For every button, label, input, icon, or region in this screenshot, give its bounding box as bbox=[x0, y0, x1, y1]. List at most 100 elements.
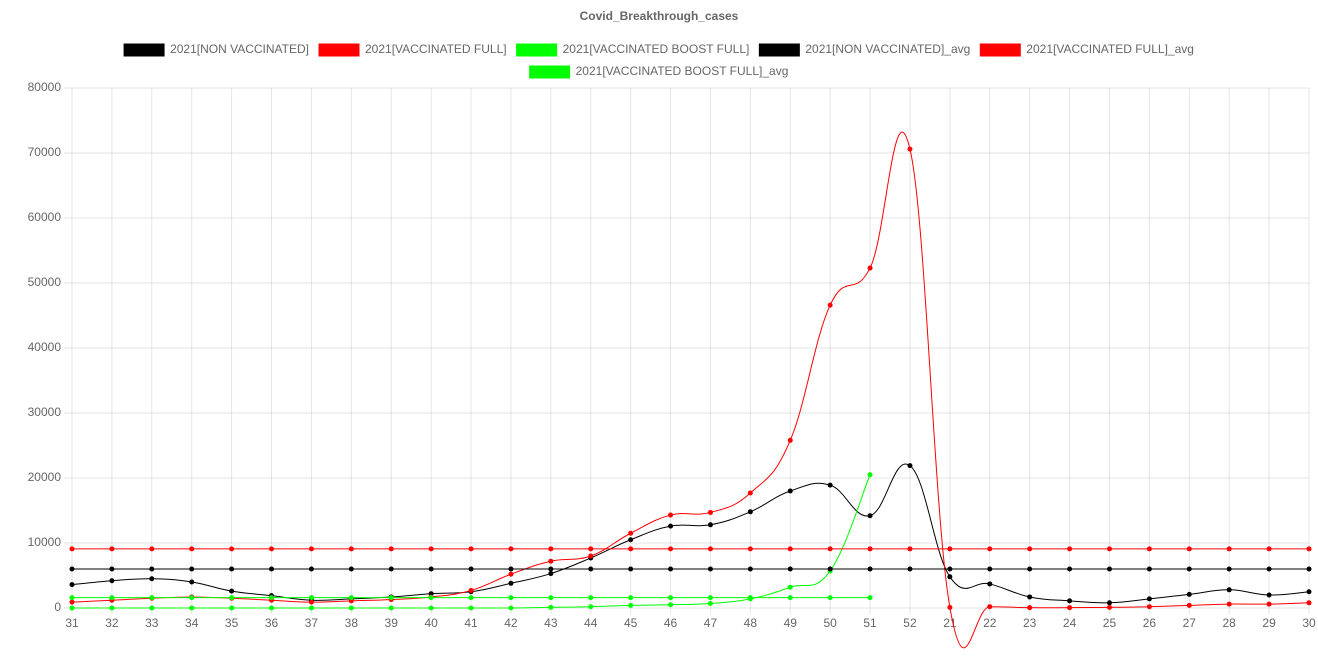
data-point bbox=[189, 579, 195, 585]
series-line bbox=[71, 131, 1310, 649]
data-point bbox=[149, 605, 155, 611]
x-tick-label: 40 bbox=[424, 616, 438, 630]
data-point bbox=[668, 523, 674, 529]
x-tick-label: 37 bbox=[305, 616, 319, 630]
data-point bbox=[229, 566, 235, 572]
legend-swatch bbox=[123, 43, 165, 57]
data-point bbox=[269, 595, 275, 601]
data-point bbox=[987, 604, 993, 610]
data-point bbox=[1306, 566, 1312, 572]
data-point bbox=[707, 522, 713, 528]
x-tick-label: 30 bbox=[1302, 616, 1316, 630]
y-tick-label: 20000 bbox=[28, 470, 62, 484]
data-point bbox=[588, 595, 594, 601]
data-point bbox=[109, 546, 115, 552]
data-point bbox=[1226, 566, 1232, 572]
x-tick-label: 47 bbox=[704, 616, 718, 630]
data-point bbox=[189, 546, 195, 552]
data-point bbox=[588, 566, 594, 572]
data-point bbox=[707, 600, 713, 606]
data-point bbox=[907, 566, 913, 572]
data-point bbox=[229, 546, 235, 552]
data-point bbox=[548, 558, 554, 564]
x-tick-label: 24 bbox=[1063, 616, 1077, 630]
data-point bbox=[947, 604, 953, 610]
data-point bbox=[1266, 546, 1272, 552]
legend-swatch bbox=[529, 65, 571, 79]
data-point bbox=[1226, 587, 1232, 593]
data-point bbox=[388, 546, 394, 552]
legend-label: 2021[VACCINATED BOOST FULL]_avg bbox=[576, 64, 789, 78]
y-tick-label: 70000 bbox=[28, 145, 62, 159]
data-point bbox=[628, 602, 634, 608]
data-point bbox=[668, 595, 674, 601]
data-point bbox=[628, 530, 634, 536]
data-point bbox=[1186, 602, 1192, 608]
data-point bbox=[69, 566, 75, 572]
data-point bbox=[308, 599, 314, 605]
data-point bbox=[1306, 546, 1312, 552]
y-tick-label: 50000 bbox=[28, 275, 62, 289]
data-point bbox=[707, 566, 713, 572]
data-point bbox=[628, 546, 634, 552]
data-point bbox=[1106, 604, 1112, 610]
data-point bbox=[189, 566, 195, 572]
data-point bbox=[987, 581, 993, 587]
data-point bbox=[69, 582, 75, 588]
x-tick-label: 46 bbox=[664, 616, 678, 630]
data-point bbox=[668, 602, 674, 608]
data-point bbox=[548, 604, 554, 610]
data-point bbox=[428, 605, 434, 611]
data-point bbox=[149, 576, 155, 582]
data-point bbox=[1027, 566, 1033, 572]
data-point bbox=[189, 595, 195, 601]
data-point bbox=[1306, 589, 1312, 595]
data-point bbox=[109, 578, 115, 584]
legend-item: 2021[VACCINATED BOOST FULL]_avg bbox=[529, 64, 789, 79]
y-tick-label: 30000 bbox=[28, 405, 62, 419]
data-point bbox=[308, 595, 314, 601]
data-point bbox=[348, 595, 354, 601]
legend-label: 2021[NON VACCINATED] bbox=[170, 42, 309, 56]
data-point bbox=[827, 482, 833, 488]
data-point bbox=[827, 566, 833, 572]
x-tick-label: 25 bbox=[1103, 616, 1117, 630]
data-point bbox=[348, 546, 354, 552]
legend-item: 2021[VACCINATED FULL]_avg bbox=[979, 42, 1194, 57]
data-point bbox=[69, 595, 75, 601]
data-point bbox=[747, 546, 753, 552]
data-point bbox=[229, 605, 235, 611]
data-point bbox=[308, 566, 314, 572]
data-point bbox=[1106, 546, 1112, 552]
legend-label: 2021[NON VACCINATED]_avg bbox=[805, 42, 970, 56]
x-tick-label: 36 bbox=[265, 616, 279, 630]
data-point bbox=[109, 595, 115, 601]
data-point bbox=[1027, 594, 1033, 600]
data-point bbox=[348, 605, 354, 611]
x-tick-label: 41 bbox=[464, 616, 478, 630]
data-point bbox=[867, 546, 873, 552]
data-point bbox=[1067, 605, 1073, 611]
data-point bbox=[428, 566, 434, 572]
x-tick-label: 44 bbox=[584, 616, 598, 630]
data-point bbox=[548, 546, 554, 552]
data-point bbox=[947, 574, 953, 580]
legend-item: 2021[VACCINATED FULL] bbox=[318, 42, 507, 57]
data-point bbox=[787, 546, 793, 552]
data-point bbox=[787, 488, 793, 494]
data-point bbox=[1106, 600, 1112, 606]
x-tick-label: 43 bbox=[544, 616, 558, 630]
data-point bbox=[987, 546, 993, 552]
data-point bbox=[827, 302, 833, 308]
data-point bbox=[149, 595, 155, 601]
data-point bbox=[1266, 566, 1272, 572]
data-point bbox=[1146, 546, 1152, 552]
data-point bbox=[947, 546, 953, 552]
data-point bbox=[1306, 600, 1312, 606]
x-tick-label: 52 bbox=[903, 616, 917, 630]
data-point bbox=[229, 588, 235, 594]
legend-swatch bbox=[758, 43, 800, 57]
data-point bbox=[628, 566, 634, 572]
data-point bbox=[1186, 566, 1192, 572]
legend-swatch bbox=[516, 43, 558, 57]
